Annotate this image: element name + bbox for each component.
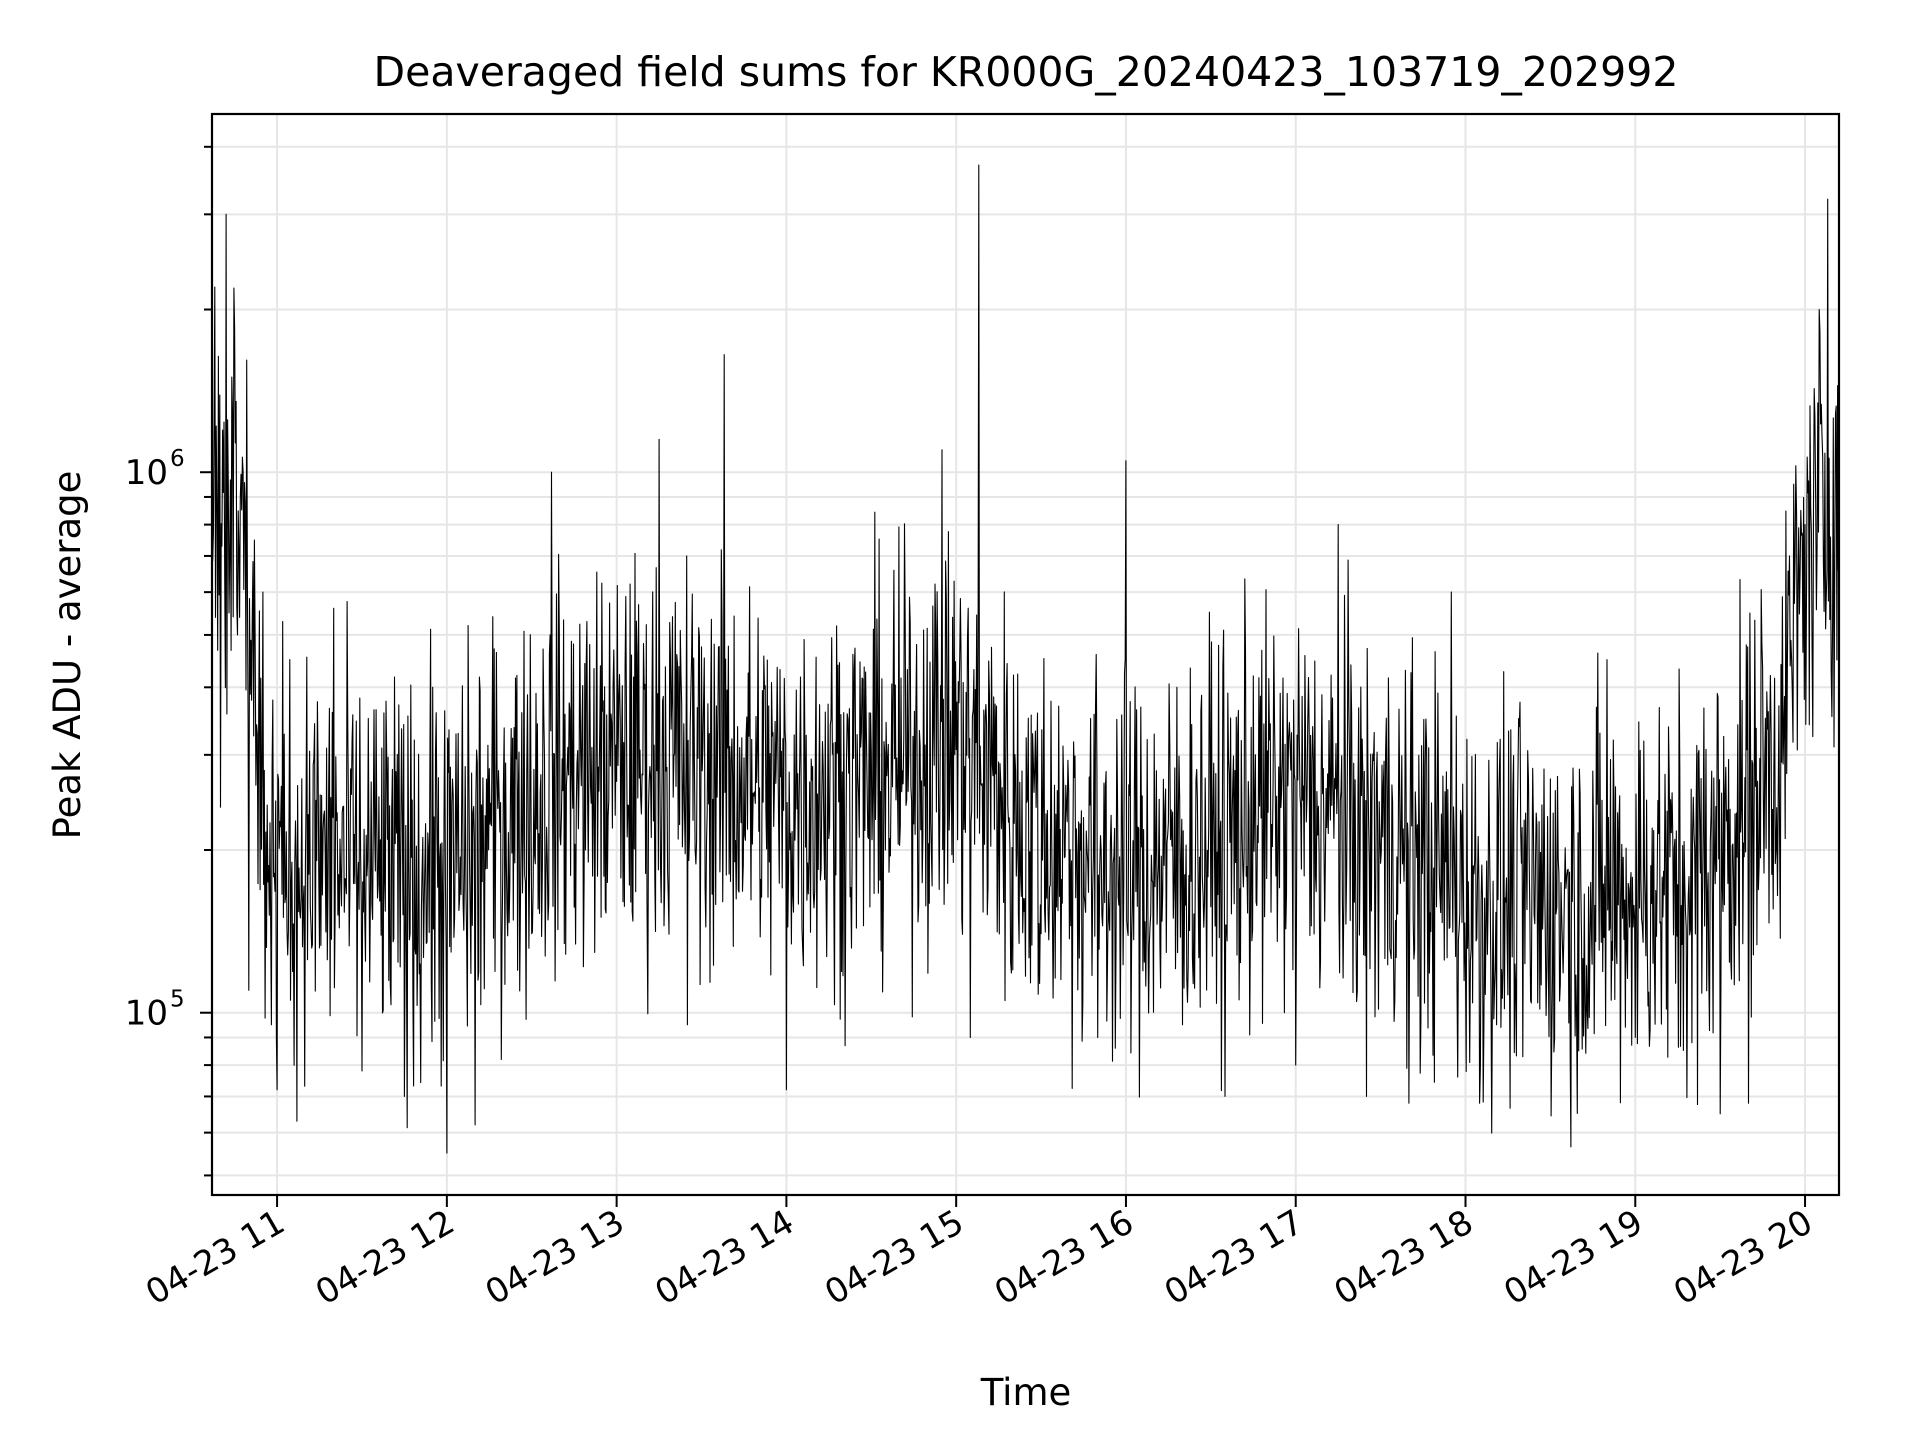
plot-frame bbox=[210, 112, 1841, 1197]
y-tick-label-exponent: 5 bbox=[170, 987, 185, 1013]
x-tick-label: 04-23 17 bbox=[1158, 1202, 1310, 1313]
x-tick-label: 04-23 19 bbox=[1497, 1202, 1649, 1313]
x-tick-label: 04-23 11 bbox=[139, 1202, 291, 1313]
x-axis: 04-23 11 04-23 12 04-23 13 04-23 14 04-23 15… bbox=[139, 1195, 1820, 1313]
x-tick-label: 04-23 14 bbox=[649, 1202, 801, 1313]
x-tick-label: 04-23 15 bbox=[818, 1202, 970, 1313]
x-tick-label: 04-23 13 bbox=[479, 1202, 631, 1313]
y-tick-label-exponent: 6 bbox=[170, 446, 185, 472]
y-tick-label: 10 bbox=[125, 453, 168, 493]
grid-layer bbox=[212, 114, 1839, 1195]
y-axis-label: Peak ADU - average bbox=[46, 471, 89, 840]
x-tick-label: 04-23 20 bbox=[1667, 1202, 1819, 1313]
plot-area bbox=[211, 164, 1840, 1154]
series-line bbox=[211, 164, 1840, 1154]
x-tick-label: 04-23 12 bbox=[309, 1202, 461, 1313]
x-axis-label: Time bbox=[980, 1371, 1072, 1414]
chart-title: Deaveraged field sums for KR000G_2024042… bbox=[374, 48, 1679, 96]
y-tick-label: 10 bbox=[125, 994, 168, 1034]
x-tick-label: 04-23 16 bbox=[988, 1202, 1140, 1313]
x-tick-label: 04-23 18 bbox=[1328, 1202, 1480, 1313]
